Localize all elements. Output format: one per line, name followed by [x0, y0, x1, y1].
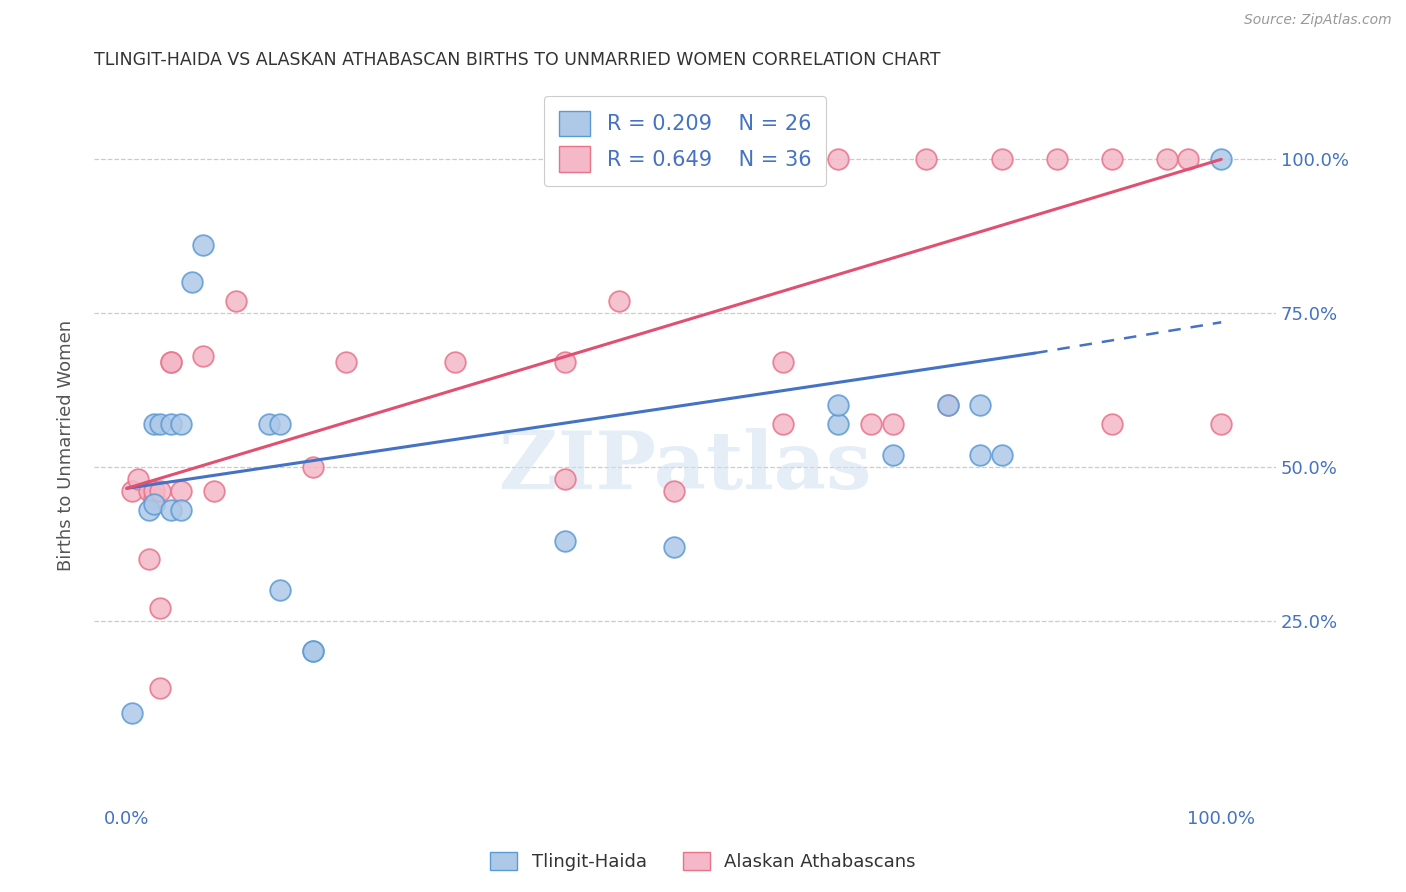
Point — [301, 644, 323, 658]
Point — [554, 355, 576, 369]
Point — [936, 398, 959, 412]
Point — [444, 355, 467, 369]
Legend: Tlingit-Haida, Alaskan Athabascans: Tlingit-Haida, Alaskan Athabascans — [482, 845, 924, 879]
Point — [1046, 153, 1069, 167]
Point — [138, 484, 160, 499]
Point — [138, 552, 160, 566]
Point — [554, 472, 576, 486]
Point — [202, 484, 225, 499]
Point — [121, 706, 143, 720]
Point — [149, 681, 172, 696]
Point — [827, 417, 849, 431]
Point — [149, 484, 172, 499]
Point — [143, 491, 166, 505]
Point — [159, 417, 181, 431]
Point — [143, 484, 166, 499]
Point — [159, 355, 181, 369]
Point — [772, 355, 794, 369]
Point — [143, 417, 166, 431]
Point — [1211, 417, 1233, 431]
Point — [1101, 153, 1123, 167]
Point — [301, 644, 323, 658]
Point — [1211, 153, 1233, 167]
Point — [882, 417, 904, 431]
Point — [121, 484, 143, 499]
Point — [269, 582, 291, 597]
Point — [149, 601, 172, 615]
Point — [149, 417, 172, 431]
Point — [269, 417, 291, 431]
Point — [1156, 153, 1178, 167]
Point — [193, 349, 215, 363]
Point — [1177, 153, 1199, 167]
Point — [170, 484, 193, 499]
Point — [159, 355, 181, 369]
Text: TLINGIT-HAIDA VS ALASKAN ATHABASCAN BIRTHS TO UNMARRIED WOMEN CORRELATION CHART: TLINGIT-HAIDA VS ALASKAN ATHABASCAN BIRT… — [94, 51, 941, 69]
Point — [662, 484, 685, 499]
Point — [257, 417, 280, 431]
Point — [127, 472, 149, 486]
Y-axis label: Births to Unmarried Women: Births to Unmarried Women — [58, 319, 75, 571]
Point — [159, 503, 181, 517]
Point — [1101, 417, 1123, 431]
Point — [827, 398, 849, 412]
Point — [143, 497, 166, 511]
Point — [991, 448, 1014, 462]
Text: Source: ZipAtlas.com: Source: ZipAtlas.com — [1244, 13, 1392, 28]
Point — [335, 355, 357, 369]
Point — [554, 533, 576, 548]
Point — [969, 398, 991, 412]
Point — [936, 398, 959, 412]
Point — [607, 293, 630, 308]
Point — [181, 275, 204, 289]
Point — [170, 417, 193, 431]
Point — [662, 540, 685, 554]
Legend: R = 0.209    N = 26, R = 0.649    N = 36: R = 0.209 N = 26, R = 0.649 N = 36 — [544, 96, 825, 186]
Point — [225, 293, 247, 308]
Point — [969, 448, 991, 462]
Point — [193, 238, 215, 252]
Point — [301, 459, 323, 474]
Point — [859, 417, 882, 431]
Point — [772, 417, 794, 431]
Point — [138, 503, 160, 517]
Point — [827, 153, 849, 167]
Point — [914, 153, 936, 167]
Point — [991, 153, 1014, 167]
Point — [170, 503, 193, 517]
Text: ZIPatlas: ZIPatlas — [499, 428, 872, 506]
Point — [882, 448, 904, 462]
